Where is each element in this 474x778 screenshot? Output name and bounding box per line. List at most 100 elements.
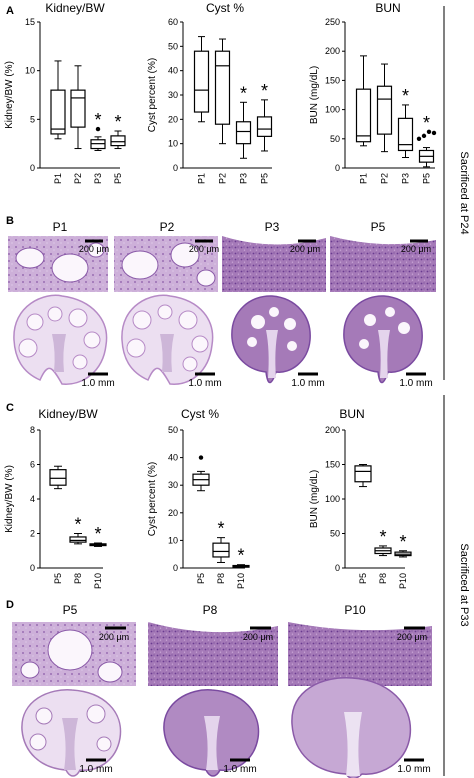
hist-b-highmag-1 (8, 236, 108, 292)
chart4-ytick-label-1: 10 (168, 535, 178, 545)
panel-letter-c: C (6, 402, 14, 414)
chart-a-bun: BUN 0 50 100 150 200 250 BUN (mg/dL) P1 P2 * P3 * P5 (309, 1, 437, 184)
chart1-xtick-label-3: P5 (260, 173, 270, 184)
chart4-ytick-label-5: 50 (168, 425, 178, 435)
chart5-star-2: * (399, 532, 406, 552)
chart2-iqr-2 (397, 117, 414, 152)
chart3-box-0 (49, 465, 67, 490)
chart2-title: BUN (375, 1, 400, 15)
chart2-ylabel: BUN (mg/dL) (309, 66, 320, 124)
chart-c-bun: BUN 0 50 100 150 200 BUN (mg/dL) P5 * P8 * P10 (309, 407, 412, 589)
chart5-ylabel: BUN (mg/dL) (309, 470, 320, 528)
chart5-box-1: * (374, 527, 392, 557)
chart1-ytick-label-6: 60 (168, 17, 178, 27)
chart5-star-1: * (379, 527, 386, 547)
scale-label-b8: 1.0 mm (399, 378, 432, 389)
chart1-ytick-label-4: 40 (168, 66, 178, 76)
chart3-iqr-0 (49, 469, 67, 486)
chart2-ytick-label-3: 150 (325, 75, 340, 85)
chart2-box-1 (376, 63, 393, 153)
chart0-ytick-label-3: 15 (25, 17, 35, 27)
hist-b-label-3: P3 (265, 220, 280, 234)
side-label-p24: Sacrificed at P24 (458, 151, 470, 234)
panel-d-histology: P5 P8 P10 200 μm 200 μm 200 μm (12, 603, 432, 778)
chart3-ytick-label-4: 8 (30, 425, 35, 435)
chart2-star-2: * (402, 86, 409, 106)
chart-c-cyst-percent: Cyst % 0 10 20 30 40 50 Cyst percent (%) P5 * P8 * P… (147, 407, 250, 589)
hist-d-label-3: P10 (344, 603, 366, 617)
chart3-ytick-label-3: 6 (30, 460, 35, 470)
chart0-xtick-label-2: P3 (93, 173, 103, 184)
chart3-star-2: * (94, 524, 101, 544)
hist-b-label-2: P2 (160, 220, 175, 234)
chart4-xtick-label-1: P8 (216, 573, 226, 584)
chart2-box-3: * (416, 113, 437, 168)
chart-a-cyst-percent: Cyst % 0 10 20 30 40 50 60 Cyst percent (%) P1 P2 *… (147, 1, 273, 184)
chart2-xtick-label-2: P3 (401, 173, 411, 184)
chart4-box-0 (192, 455, 210, 492)
chart1-iqr-3 (256, 116, 273, 137)
chart0-title: Kidney/BW (45, 1, 105, 15)
chart1-ytick-label-3: 30 (168, 90, 178, 100)
scale-label-d6: 1.0 mm (397, 764, 430, 775)
scale-label-d4: 1.0 mm (79, 764, 112, 775)
scale-label-b5: 1.0 mm (81, 378, 114, 389)
chart5-xtick-label-2: P10 (398, 573, 408, 589)
chart2-ytick-label-4: 200 (325, 46, 340, 56)
hist-d-kidney-3 (291, 677, 412, 778)
chart3-iqr-1 (69, 536, 87, 543)
chart-c-kidney-bw: Kidney/BW 0 2 4 6 8 Kidney/BW (%) P5 * P8 * P10 (4, 407, 107, 589)
chart5-ytick-label-0: 0 (335, 563, 340, 573)
chart3-xtick-label-0: P5 (53, 573, 63, 584)
chart3-box-2: * (89, 524, 107, 547)
hist-b-highmag-4 (330, 236, 436, 292)
chart3-ytick-label-0: 0 (30, 563, 35, 573)
chart4-star-1: * (217, 519, 224, 539)
hist-d-highmag-1 (12, 622, 136, 686)
panel-letter-d: D (6, 599, 14, 611)
hist-d-label-2: P8 (203, 603, 218, 617)
chart4-ytick-label-4: 40 (168, 453, 178, 463)
chart2-iqr-0 (355, 88, 372, 143)
scale-label-d3: 200 μm (397, 632, 427, 642)
chart5-ytick-label-1: 50 (330, 529, 340, 539)
chart0-ytick-label-1: 5 (30, 114, 35, 124)
chart2-outlier-3-1 (421, 133, 427, 139)
chart4-outlier-0-0 (198, 455, 204, 460)
hist-d-highmag-3 (288, 622, 432, 686)
chart3-xtick-label-1: P8 (73, 573, 83, 584)
chart2-star-3: * (423, 113, 430, 133)
chart4-xtick-label-0: P5 (196, 573, 206, 584)
chart3-xtick-label-2: P10 (93, 573, 103, 589)
chart2-outlier-3-0 (416, 136, 422, 141)
chart2-outlier-3-3 (431, 130, 437, 136)
chart1-box-3: * (256, 81, 273, 152)
chart0-iqr-3 (110, 135, 126, 147)
scale-label-d1: 200 μm (99, 632, 129, 642)
chart1-star-2: * (240, 83, 247, 103)
hist-d-label-1: P5 (63, 603, 78, 617)
scale-label-b3: 200 μm (290, 244, 320, 254)
chart5-box-0 (354, 464, 372, 488)
chart0-outlier-2-0 (95, 126, 101, 132)
hist-b-kidney-3 (231, 295, 311, 384)
chart5-ytick-label-3: 150 (325, 460, 340, 470)
hist-d-highmag-2 (148, 622, 278, 686)
chart0-ytick-label-0: 0 (30, 163, 35, 173)
hist-b-label-4: P5 (371, 220, 386, 234)
chart1-xtick-label-2: P3 (239, 173, 249, 184)
chart1-title: Cyst % (206, 1, 244, 15)
chart5-xtick-label-0: P5 (358, 573, 368, 584)
chart0-box-2: * (90, 110, 106, 151)
hist-b-label-1: P1 (53, 220, 68, 234)
chart0-ytick-label-2: 10 (25, 66, 35, 76)
scale-label-b1: 200 μm (79, 244, 109, 254)
chart1-ytick-label-2: 20 (168, 114, 178, 124)
chart1-box-1 (214, 38, 231, 145)
chart4-star-2: * (237, 546, 244, 566)
chart1-ytick-label-1: 10 (168, 139, 178, 149)
chart2-ytick-label-5: 250 (325, 17, 340, 27)
hist-d-kidney-1 (21, 689, 122, 777)
chart4-ylabel: Cyst percent (%) (147, 462, 158, 536)
chart1-box-2: * (235, 83, 252, 159)
